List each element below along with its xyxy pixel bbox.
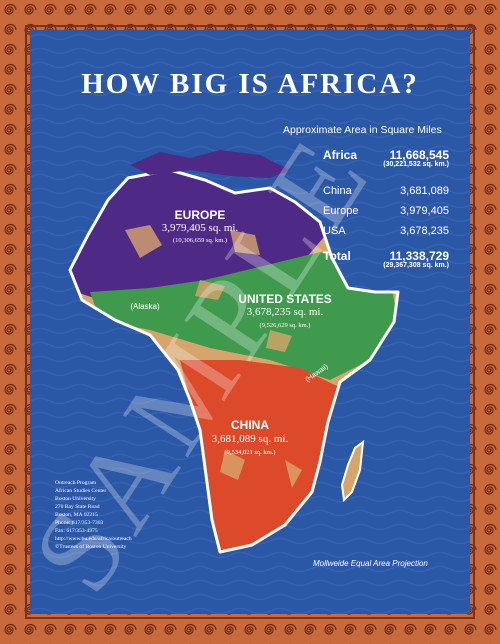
projection-note: Mollweide Equal Area Projection [313,559,428,568]
contact-line: 270 Bay State Road [55,504,100,510]
alaska-label: (Alaska) [130,302,160,311]
row-label: China [323,185,352,197]
africa-km: (30,221,532 sq. km.) [383,161,449,168]
europe-label: EUROPE [174,208,226,222]
table-row: Europe 3,979,405 [323,205,449,225]
contact-line: Fax: 617/353-4975 [55,528,98,534]
contact-block: Outreach Program African Studies Center … [55,479,132,551]
usa-label: UNITED STATES [238,292,332,306]
usa-overlay [90,252,398,380]
madagascar [340,439,365,503]
contact-line: ©Trustees of Boston University [55,544,127,550]
contact-line: Outreach Program [55,480,97,486]
europe-land-fringe [130,150,290,178]
europe-sq-km: (10,306,659 sq. km.) [172,237,228,244]
china-sq-mi: 3,681,089 sq. mi. [211,433,289,445]
contact-line: Boston, MA 02215 [55,512,98,518]
table-row: China 3,681,089 [323,185,449,205]
row-label: USA [323,225,346,237]
total-km: (29,367,308 sq. km.) [383,262,449,269]
contact-line: African Studies Center [55,488,107,494]
row-value: 3,979,405 [400,205,449,217]
total-label: Total [323,249,351,263]
africa-row: Africa 11,668,545 (30,221,532 sq. km.) [323,148,449,185]
china-sq-km: (9,534,021 sq. km.) [224,449,276,456]
total-row: Total 11,338,729 (29,367,308 sq. km.) [323,249,449,286]
row-label: Europe [323,205,359,217]
contact-line: Boston University [55,496,96,502]
africa-map [68,150,400,554]
africa-value: 11,668,545 [389,148,449,162]
poster-title: HOW BIG IS AFRICA? [81,68,419,100]
row-value: 3,678,235 [400,225,449,237]
area-heading: Approximate Area in Square Miles [283,124,442,136]
total-value: 11,338,729 [389,249,449,263]
area-table: Africa 11,668,545 (30,221,532 sq. km.) C… [323,148,449,286]
africa-label: Africa [323,148,358,162]
china-label: CHINA [231,418,269,432]
contact-link[interactable]: http://www.bu.edu/africa/outreach [55,536,132,542]
europe-sq-mi: 3,979,405 sq. mi. [161,222,239,234]
usa-sq-mi: 3,678,235 sq. mi. [246,306,324,318]
map-panel: EUROPE 3,979,405 sq. mi. (10,306,659 sq.… [30,30,470,614]
contact-line: Phone: 617/353-7303 [55,520,104,526]
table-row: USA 3,678,235 [323,225,449,249]
usa-sq-km: (9,526,629 sq. km.) [259,322,311,329]
row-value: 3,681,089 [400,185,449,197]
